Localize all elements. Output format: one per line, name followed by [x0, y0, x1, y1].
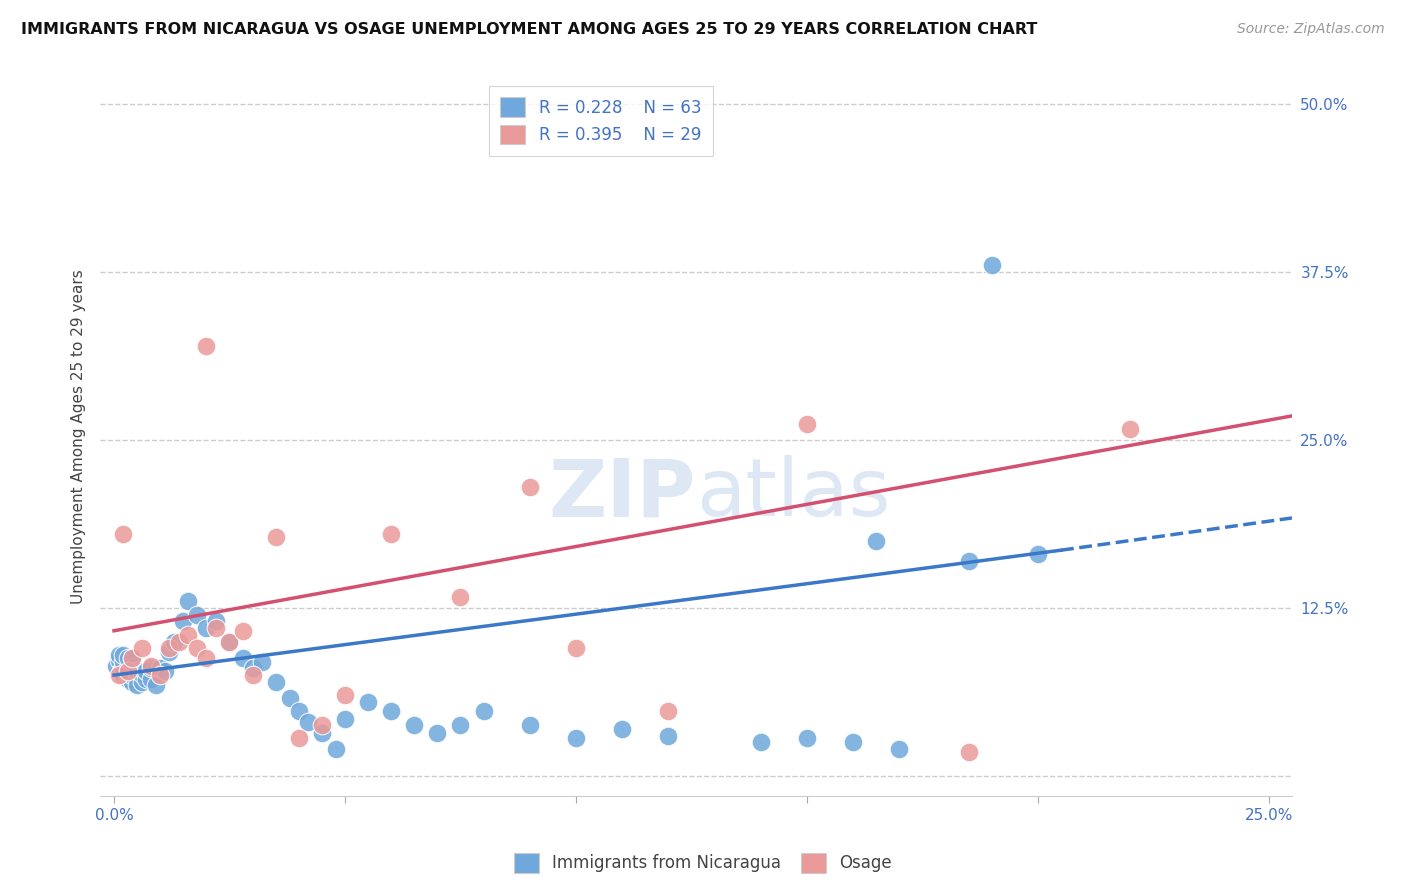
- Point: [404, 718, 426, 732]
- Point: [204, 615, 226, 629]
- Point: [865, 533, 887, 548]
- Point: [565, 731, 588, 746]
- Point: [195, 621, 218, 635]
- Point: [333, 688, 356, 702]
- Point: [287, 731, 309, 746]
- Point: [297, 715, 319, 730]
- Point: [157, 641, 180, 656]
- Point: [796, 731, 818, 746]
- Point: [1119, 422, 1142, 436]
- Text: IMMIGRANTS FROM NICARAGUA VS OSAGE UNEMPLOYMENT AMONG AGES 25 TO 29 YEARS CORREL: IMMIGRANTS FROM NICARAGUA VS OSAGE UNEMP…: [21, 22, 1038, 37]
- Point: [565, 641, 588, 656]
- Point: [127, 664, 149, 678]
- Point: [1026, 547, 1049, 561]
- Point: [121, 668, 143, 682]
- Point: [980, 259, 1002, 273]
- Point: [139, 661, 162, 675]
- Point: [186, 641, 208, 656]
- Point: [117, 650, 139, 665]
- Point: [264, 530, 287, 544]
- Point: [749, 735, 772, 749]
- Point: [139, 658, 162, 673]
- Point: [957, 745, 980, 759]
- Point: [145, 677, 167, 691]
- Point: [242, 668, 264, 682]
- Point: [112, 648, 135, 662]
- Point: [131, 666, 153, 681]
- Point: [842, 735, 865, 749]
- Point: [117, 672, 139, 686]
- Point: [357, 695, 380, 709]
- Point: [195, 650, 218, 665]
- Point: [153, 664, 176, 678]
- Point: [657, 704, 679, 718]
- Point: [957, 554, 980, 568]
- Point: [117, 664, 139, 678]
- Point: [250, 655, 273, 669]
- Legend: R = 0.228    N = 63, R = 0.395    N = 29: R = 0.228 N = 63, R = 0.395 N = 29: [489, 86, 713, 156]
- Point: [121, 661, 143, 675]
- Point: [380, 704, 402, 718]
- Point: [177, 594, 200, 608]
- Text: Source: ZipAtlas.com: Source: ZipAtlas.com: [1237, 22, 1385, 37]
- Point: [380, 527, 402, 541]
- Point: [107, 668, 129, 682]
- Point: [112, 655, 135, 669]
- Point: [311, 718, 333, 732]
- Legend: Immigrants from Nicaragua, Osage: Immigrants from Nicaragua, Osage: [508, 847, 898, 880]
- Point: [105, 658, 128, 673]
- Point: [177, 628, 200, 642]
- Point: [311, 726, 333, 740]
- Point: [112, 527, 135, 541]
- Point: [287, 704, 309, 718]
- Point: [117, 661, 139, 675]
- Point: [121, 650, 143, 665]
- Point: [186, 607, 208, 622]
- Point: [325, 742, 347, 756]
- Point: [889, 742, 911, 756]
- Point: [149, 661, 172, 675]
- Point: [519, 718, 541, 732]
- Point: [204, 621, 226, 635]
- Point: [112, 661, 135, 675]
- Point: [232, 624, 254, 638]
- Point: [127, 677, 149, 691]
- Point: [610, 722, 633, 736]
- Point: [135, 672, 157, 686]
- Point: [278, 690, 301, 705]
- Point: [449, 718, 471, 732]
- Point: [426, 726, 449, 740]
- Point: [157, 645, 180, 659]
- Point: [232, 650, 254, 665]
- Point: [131, 641, 153, 656]
- Point: [519, 480, 541, 494]
- Point: [135, 664, 157, 678]
- Point: [149, 668, 172, 682]
- Point: [107, 653, 129, 667]
- Point: [218, 634, 240, 648]
- Point: [121, 650, 143, 665]
- Point: [107, 648, 129, 662]
- Point: [472, 704, 495, 718]
- Point: [796, 417, 818, 431]
- Point: [121, 674, 143, 689]
- Point: [195, 339, 218, 353]
- Point: [117, 666, 139, 681]
- Point: [110, 664, 132, 678]
- Point: [218, 634, 240, 648]
- Point: [449, 591, 471, 605]
- Text: atlas: atlas: [696, 455, 890, 533]
- Point: [131, 674, 153, 689]
- Point: [172, 615, 194, 629]
- Text: ZIP: ZIP: [548, 455, 696, 533]
- Point: [657, 729, 679, 743]
- Point: [163, 634, 186, 648]
- Point: [333, 713, 356, 727]
- Point: [112, 668, 135, 682]
- Point: [264, 674, 287, 689]
- Y-axis label: Unemployment Among Ages 25 to 29 years: Unemployment Among Ages 25 to 29 years: [72, 269, 86, 604]
- Point: [242, 661, 264, 675]
- Point: [139, 672, 162, 686]
- Point: [167, 634, 190, 648]
